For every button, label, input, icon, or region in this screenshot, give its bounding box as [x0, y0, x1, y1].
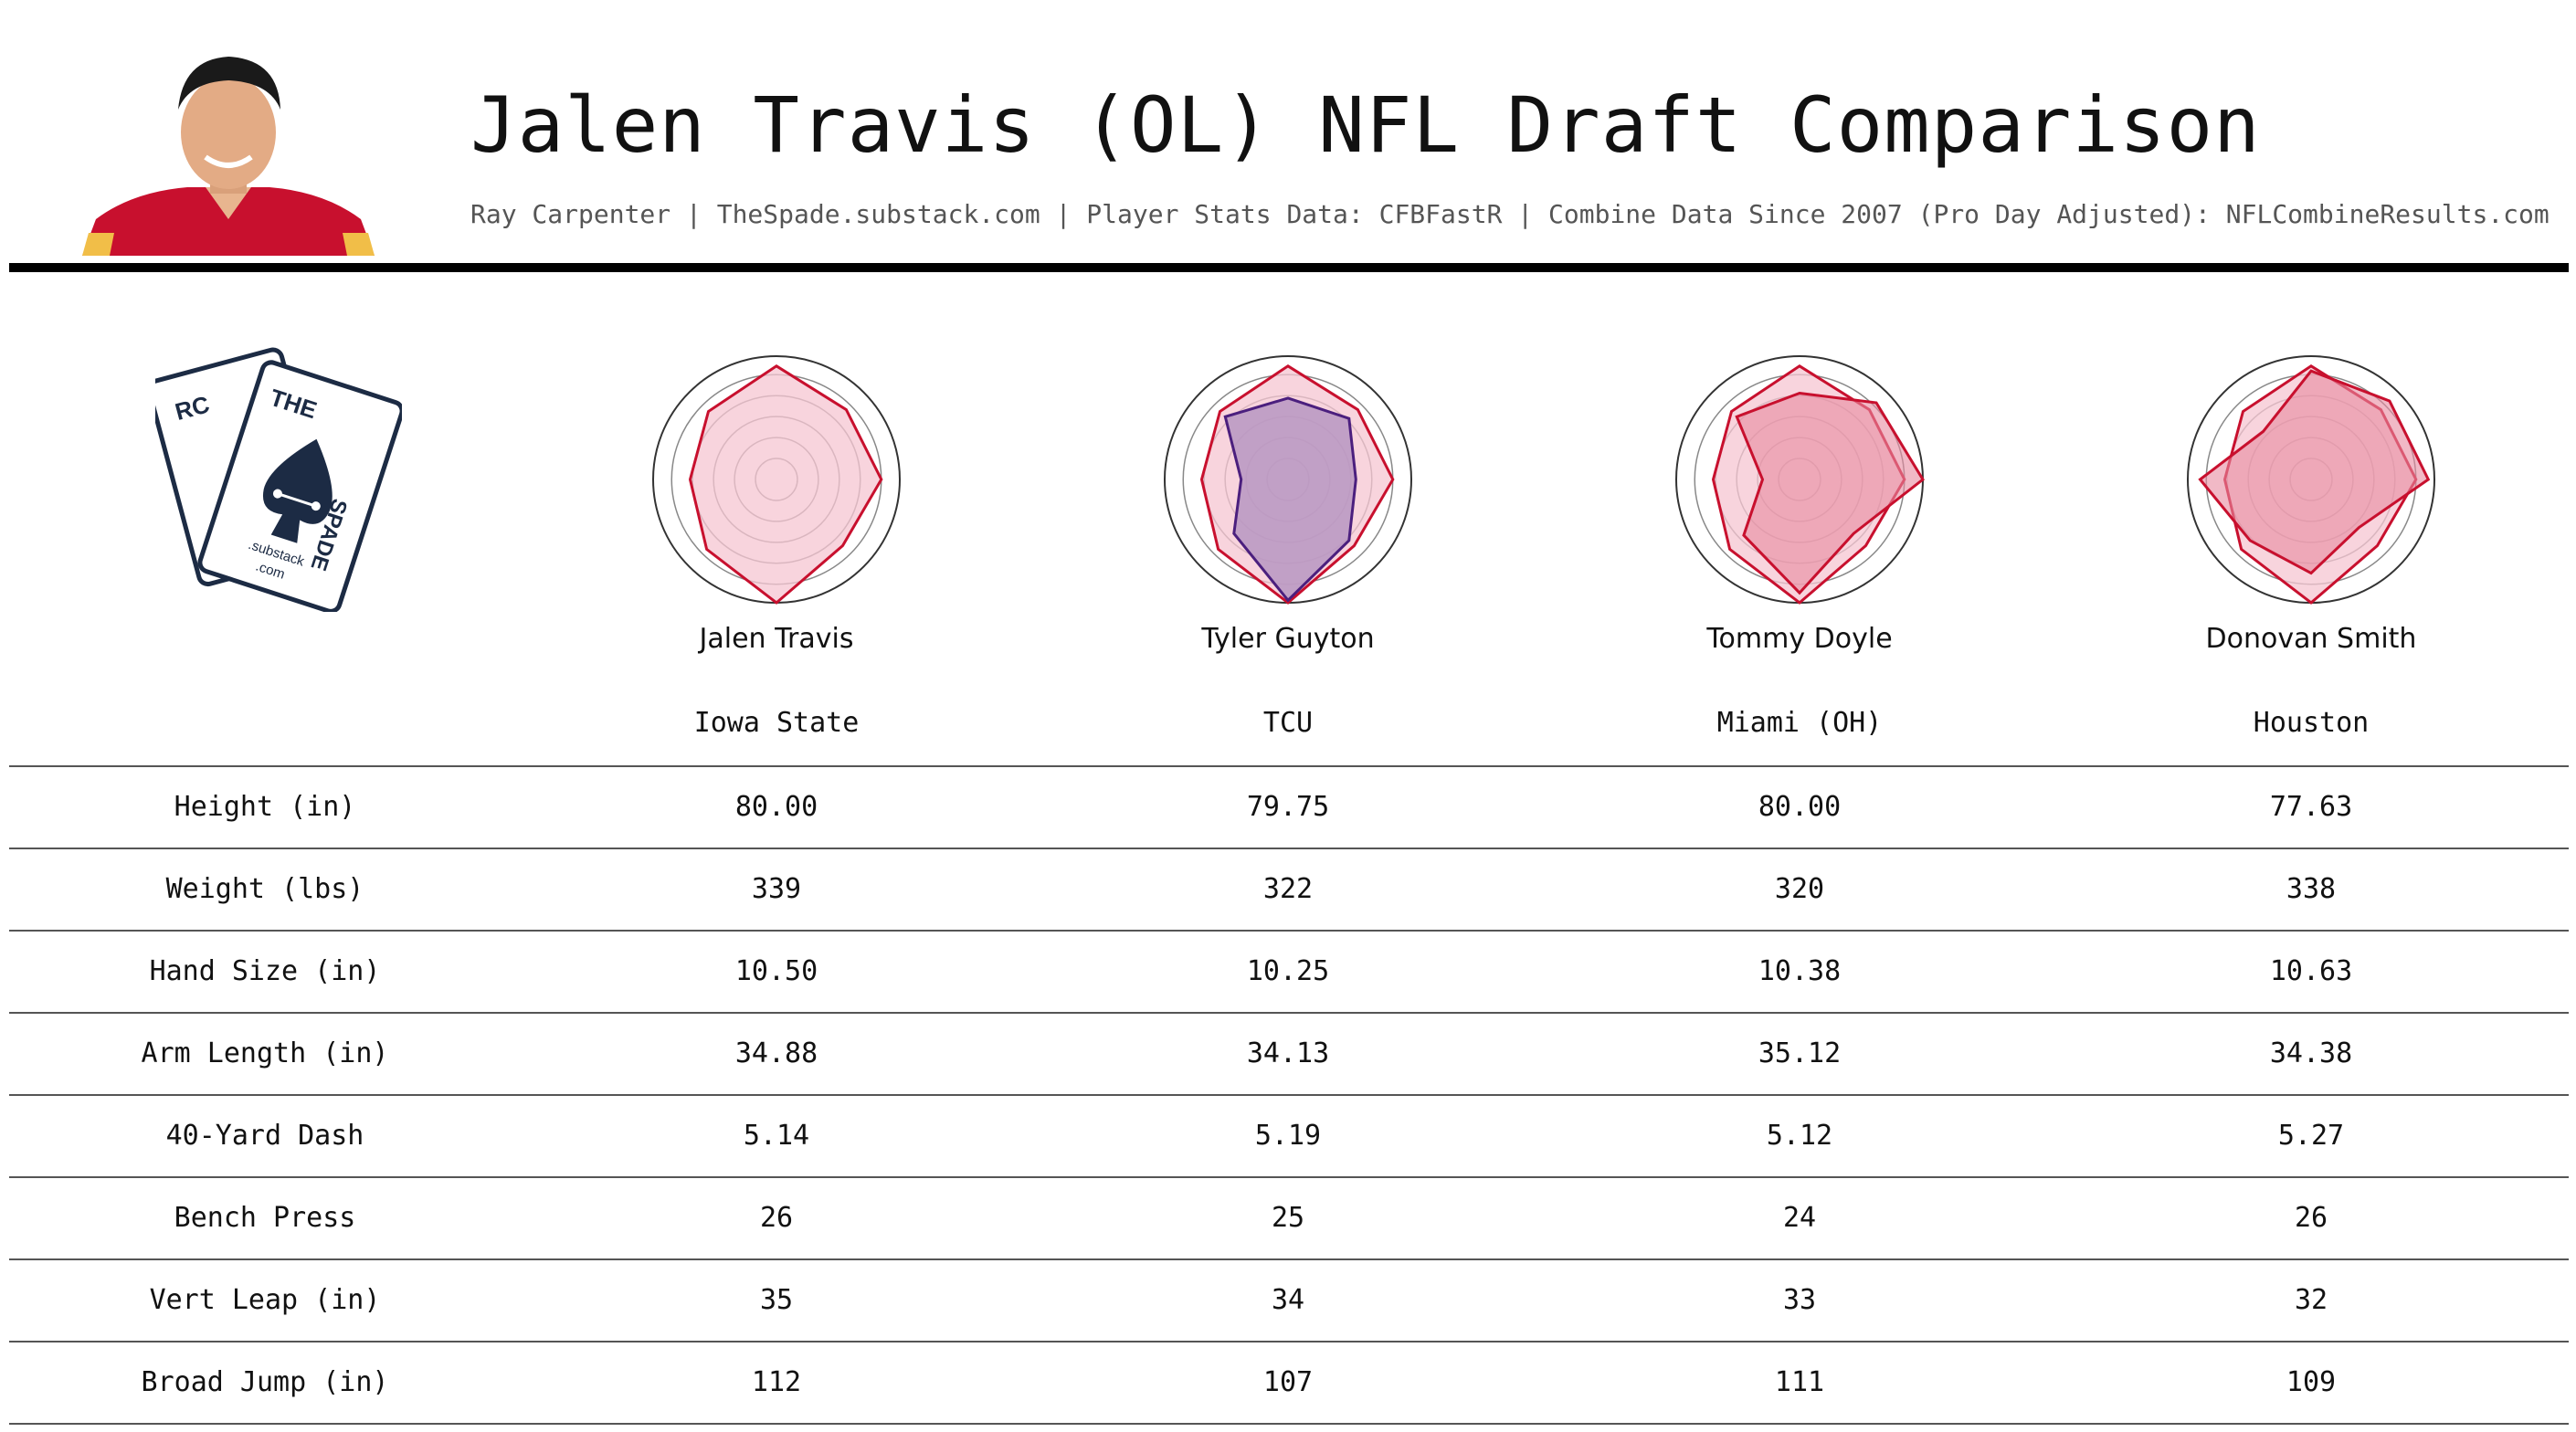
table-cell: 32 — [2294, 1284, 2328, 1316]
table-cell: 320 — [1774, 873, 1825, 905]
table-cell: 5.27 — [2277, 1120, 2345, 1152]
table-row-divider — [9, 1012, 2569, 1014]
table-cell: 79.75 — [1246, 791, 1330, 823]
table-cell: 5.12 — [1766, 1120, 1833, 1152]
row-label: 40-Yard Dash — [165, 1120, 364, 1152]
table-cell: 35 — [759, 1284, 794, 1316]
table-row-divider — [9, 1423, 2569, 1425]
row-label: Vert Leap (in) — [149, 1284, 381, 1316]
table-cell: 80.00 — [1758, 791, 1842, 823]
table-cell: 33 — [1782, 1284, 1817, 1316]
table-cell: 25 — [1271, 1202, 1305, 1234]
table-cell: 10.50 — [734, 955, 818, 987]
page-subtitle: Ray Carpenter | TheSpade.substack.com | … — [470, 199, 2550, 229]
table-cell: 10.63 — [2269, 955, 2353, 987]
row-label: Weight (lbs) — [165, 873, 364, 905]
row-label: Hand Size (in) — [149, 955, 381, 987]
table-cell: 112 — [751, 1366, 802, 1398]
player-name: Tyler Guyton — [1201, 623, 1375, 655]
player-photo — [78, 37, 379, 256]
player-name: Donovan Smith — [2205, 623, 2417, 655]
table-cell: 111 — [1774, 1366, 1825, 1398]
table-cell: 80.00 — [734, 791, 818, 823]
table-cell: 34.88 — [734, 1037, 818, 1069]
table-row-divider — [9, 930, 2569, 932]
table-cell: 24 — [1782, 1202, 1817, 1234]
table-cell: 34.13 — [1246, 1037, 1330, 1069]
table-cell: 35.12 — [1758, 1037, 1842, 1069]
player-name: Jalen Travis — [699, 623, 854, 655]
table-cell: 26 — [759, 1202, 794, 1234]
radar-comparison-polygon — [1223, 396, 1357, 603]
table-row-divider — [9, 1094, 2569, 1096]
radar-chart-tyler-guyton — [1164, 355, 1412, 605]
player-school: TCU — [1262, 707, 1314, 739]
row-label: Arm Length (in) — [141, 1037, 389, 1069]
table-cell: 107 — [1262, 1366, 1314, 1398]
table-cell: 26 — [2294, 1202, 2328, 1234]
table-cell: 109 — [2286, 1366, 2337, 1398]
radar-comparison-polygon — [1735, 391, 1925, 595]
table-cell: 338 — [2286, 873, 2337, 905]
row-label: Bench Press — [174, 1202, 356, 1234]
table-cell: 34 — [1271, 1284, 1305, 1316]
player-name: Tommy Doyle — [1706, 623, 1893, 655]
the-spade-logo: RC THE SPADE .substack .com — [155, 347, 402, 612]
player-school: Iowa State — [693, 707, 860, 739]
table-cell: 34.38 — [2269, 1037, 2353, 1069]
table-row-divider — [9, 765, 2569, 767]
table-cell: 339 — [751, 873, 802, 905]
table-cell: 322 — [1262, 873, 1314, 905]
table-row-divider — [9, 848, 2569, 849]
table-row-divider — [9, 1341, 2569, 1342]
radar-chart-donovan-smith — [2187, 355, 2435, 605]
header-divider — [9, 263, 2569, 272]
table-cell: 10.25 — [1246, 955, 1330, 987]
table-row-divider — [9, 1258, 2569, 1260]
page-title: Jalen Travis (OL) NFL Draft Comparison — [470, 80, 2261, 170]
table-cell: 5.14 — [743, 1120, 810, 1152]
radar-chart-tommy-doyle — [1675, 355, 1925, 605]
player-school: Miami (OH) — [1716, 707, 1883, 739]
row-label: Broad Jump (in) — [141, 1366, 389, 1398]
radar-reference-polygon — [688, 364, 883, 605]
table-row-divider — [9, 1176, 2569, 1178]
radar-chart-jalen-travis — [652, 355, 901, 605]
table-cell: 10.38 — [1758, 955, 1842, 987]
table-cell: 5.19 — [1254, 1120, 1322, 1152]
player-school: Houston — [2253, 707, 2370, 739]
radar-comparison-polygon — [2198, 369, 2431, 575]
row-label: Height (in) — [174, 791, 356, 823]
table-cell: 77.63 — [2269, 791, 2353, 823]
